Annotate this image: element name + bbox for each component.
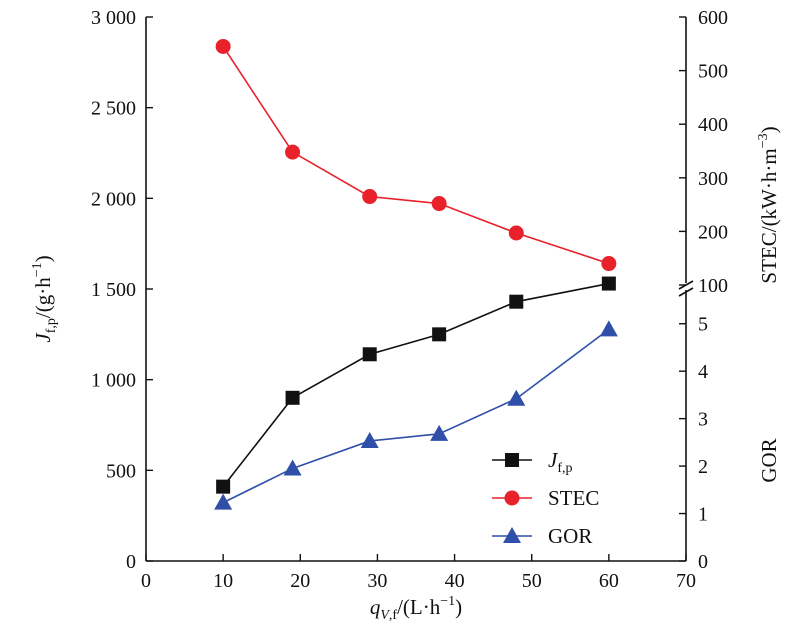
x-tick-label: 70 — [676, 570, 696, 592]
y-left-tick-label: 2 500 — [91, 98, 136, 120]
y-right-top-tick-label: 600 — [698, 7, 728, 29]
y-left-axis-title-sub: f,p — [44, 318, 59, 333]
x-axis-title-exp: −1 — [440, 594, 455, 609]
x-axis-title-sub-italic: V — [380, 608, 390, 623]
y-left-tick-label: 2 000 — [91, 188, 136, 210]
y-left-tick-label: 0 — [126, 551, 136, 573]
x-tick-label: 20 — [290, 570, 310, 592]
y-right-top-tick-label: 300 — [698, 168, 728, 190]
legend: Jf,p STEC GOR — [492, 448, 599, 548]
data-point-stec — [431, 196, 447, 212]
series-line-gor — [222, 328, 610, 504]
y-left-tick-label: 1 500 — [91, 279, 136, 301]
legend-marker-gor — [503, 527, 521, 543]
y-right-bottom-tick-label: 2 — [698, 456, 708, 478]
data-point-j-f-p — [432, 327, 447, 342]
y-left-axis-title-exp: −1 — [30, 262, 45, 277]
x-axis-title-unit: /(L·h — [397, 595, 441, 619]
x-tick-label: 60 — [599, 570, 619, 592]
x-axis-title-sub: V,f — [380, 608, 397, 623]
y-right-bottom-tick-label: 0 — [698, 551, 708, 573]
data-point-stec — [285, 144, 301, 160]
y-left-axis-title-close: ) — [31, 255, 55, 262]
data-point-j-f-p — [285, 390, 300, 405]
x-axis-title-sub-rest: ,f — [389, 608, 398, 623]
x-axis-title-close: ) — [455, 595, 462, 619]
legend-marker-stec — [504, 490, 520, 506]
data-point-gor — [430, 424, 449, 441]
y-left-axis-title: Jf,p/(g·h−1) — [30, 255, 59, 342]
y-right-top-tick-label: 100 — [698, 275, 728, 297]
series-line-j-f-p — [222, 282, 610, 488]
data-point-gor — [214, 493, 233, 510]
y-left-axis-title-unit: /(g·h — [31, 277, 55, 318]
data-point-j-f-p — [362, 347, 377, 362]
y-right-bottom-tick-label: 1 — [698, 504, 708, 526]
y-right-bottom-tick-label: 3 — [698, 409, 708, 431]
y-right-top-axis-title-main: STEC/(kW·h·m — [757, 148, 781, 283]
x-axis-title-main: q — [370, 595, 381, 619]
legend-label-sub: f,p — [557, 461, 572, 476]
y-right-top-tick-label: 500 — [698, 61, 728, 83]
data-point-stec — [601, 256, 617, 272]
y-right-top-axis-title: STEC/(kW·h·m−3) — [756, 126, 781, 283]
data-point-gor — [507, 389, 526, 406]
data-point-j-f-p — [509, 294, 524, 309]
y-right-bottom-axis-title: GOR — [757, 438, 781, 482]
series-line-stec — [222, 46, 610, 265]
y-left-tick-label: 500 — [106, 460, 136, 482]
y-right-top-tick-label: 400 — [698, 114, 728, 136]
x-tick-label: 50 — [522, 570, 542, 592]
y-right-top-axis-title-exp: −3 — [756, 133, 771, 148]
marks — [214, 38, 618, 510]
y-right-bottom-tick-label: 4 — [698, 361, 708, 383]
data-point-stec — [215, 38, 231, 54]
legend-marker-j-f-p — [505, 453, 519, 467]
legend-label-j-f-p: Jf,p — [548, 448, 573, 476]
y-left-tick-label: 1 000 — [91, 370, 136, 392]
data-point-j-f-p — [601, 276, 616, 291]
axis-break-mark — [678, 287, 694, 297]
x-tick-label: 40 — [445, 570, 465, 592]
legend-label-main: J — [548, 448, 559, 472]
x-tick-label: 30 — [367, 570, 387, 592]
data-point-gor — [283, 459, 302, 476]
x-axis-title: qV,f/(L·h−1) — [370, 594, 462, 623]
legend-label-stec: STEC — [548, 486, 599, 510]
x-tick-label: 10 — [213, 570, 233, 592]
data-point-stec — [362, 189, 378, 205]
y-right-top-axis-title-close: ) — [757, 126, 781, 133]
x-tick-label: 0 — [141, 570, 151, 592]
data-point-gor — [599, 320, 618, 337]
data-point-stec — [508, 225, 524, 241]
y-left-axis-title-main: J — [31, 332, 55, 343]
y-left-tick-label: 3 000 — [91, 7, 136, 29]
data-point-gor — [360, 431, 379, 448]
y-right-top-tick-label: 200 — [698, 221, 728, 243]
y-right-bottom-tick-label: 5 — [698, 314, 708, 336]
data-point-j-f-p — [216, 479, 231, 494]
legend-label-gor: GOR — [548, 524, 592, 548]
